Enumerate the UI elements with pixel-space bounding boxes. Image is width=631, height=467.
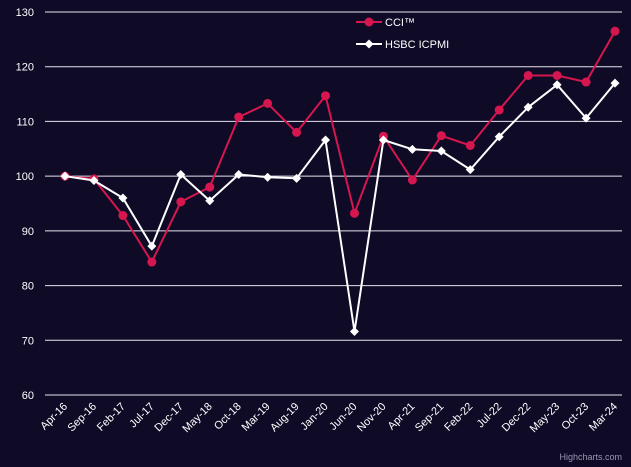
data-point[interactable] [552, 80, 562, 90]
data-point[interactable] [89, 176, 99, 186]
legend-label-cci: CCI™ [385, 17, 415, 29]
data-point[interactable] [60, 171, 70, 181]
x-tick-label: Feb-22 [442, 401, 475, 434]
data-point[interactable] [147, 241, 157, 251]
x-tick-label: Dec-22 [500, 401, 534, 435]
data-point[interactable] [205, 182, 215, 192]
data-point[interactable] [523, 70, 533, 80]
y-tick-label: 70 [22, 335, 34, 347]
data-point[interactable] [610, 78, 620, 88]
x-tick-label: Aug-19 [268, 401, 302, 435]
x-tick-label: Mar-19 [240, 401, 273, 434]
data-point[interactable] [523, 102, 533, 112]
data-point[interactable] [321, 91, 331, 101]
y-tick-label: 110 [16, 116, 34, 128]
circle-marker-icon [364, 17, 374, 27]
x-tick-label: Apr-21 [386, 401, 418, 433]
data-point[interactable] [147, 257, 157, 267]
x-tick-label: May-23 [528, 401, 562, 435]
data-point[interactable] [436, 131, 446, 141]
legend: CCI™ HSBC ICPMI [356, 17, 449, 51]
grid-lines [45, 11, 622, 396]
x-tick-label: May-18 [180, 401, 214, 435]
series-cci [60, 26, 620, 267]
data-point[interactable] [292, 127, 302, 137]
y-tick-label: 60 [22, 390, 34, 402]
data-point[interactable] [176, 197, 186, 207]
x-tick-label: Apr-16 [38, 401, 70, 433]
data-point[interactable] [494, 105, 504, 115]
data-point[interactable] [349, 208, 359, 218]
y-tick-label: 100 [16, 171, 34, 183]
x-tick-label: Feb-17 [95, 401, 128, 434]
data-point[interactable] [465, 165, 475, 175]
series-line [64, 82, 616, 333]
y-tick-label: 90 [22, 226, 34, 238]
y-tick-label: 130 [16, 7, 34, 19]
data-point[interactable] [176, 170, 186, 180]
y-axis-tick-labels: 60 70 80 90 100 110 120 130 [16, 7, 34, 402]
data-point[interactable] [118, 211, 128, 221]
data-point[interactable] [234, 170, 244, 180]
series-hsbc-icpmi [60, 78, 620, 337]
y-tick-label: 120 [16, 62, 34, 74]
data-point[interactable] [407, 175, 417, 185]
x-tick-label: Oct-23 [559, 401, 591, 433]
data-point[interactable] [234, 112, 244, 122]
data-point[interactable] [263, 98, 273, 108]
data-point[interactable] [581, 113, 591, 123]
series-lines [60, 26, 620, 337]
data-point[interactable] [407, 144, 417, 154]
legend-item-cci[interactable]: CCI™ [356, 17, 415, 29]
x-tick-label: Oct-18 [212, 401, 244, 433]
x-tick-label: Jun-20 [327, 401, 359, 433]
y-tick-label: 80 [22, 281, 34, 293]
x-tick-label: Sep-21 [413, 401, 447, 435]
data-point[interactable] [378, 135, 388, 145]
x-tick-label: Nov-20 [355, 401, 389, 435]
series-line [64, 30, 616, 263]
diamond-marker-icon [364, 39, 374, 49]
legend-item-hsbc-icpmi[interactable]: HSBC ICPMI [356, 39, 449, 51]
credits-text[interactable]: Highcharts.com [559, 452, 622, 462]
legend-label-hsbc-icpmi: HSBC ICPMI [385, 39, 449, 51]
data-point[interactable] [465, 141, 475, 151]
x-tick-label: Dec-17 [152, 401, 186, 435]
data-point[interactable] [552, 70, 562, 80]
x-tick-label: Jan-20 [298, 401, 330, 433]
data-point[interactable] [581, 77, 591, 87]
data-point[interactable] [263, 172, 273, 182]
data-point[interactable] [118, 193, 128, 203]
data-point[interactable] [321, 135, 331, 145]
data-point[interactable] [205, 196, 215, 206]
data-point[interactable] [494, 132, 504, 142]
data-point[interactable] [292, 173, 302, 183]
data-point[interactable] [436, 146, 446, 156]
data-point[interactable] [610, 26, 620, 36]
x-tick-label: Mar-24 [587, 401, 620, 434]
x-tick-label: Sep-16 [65, 401, 99, 435]
data-point[interactable] [349, 327, 359, 337]
